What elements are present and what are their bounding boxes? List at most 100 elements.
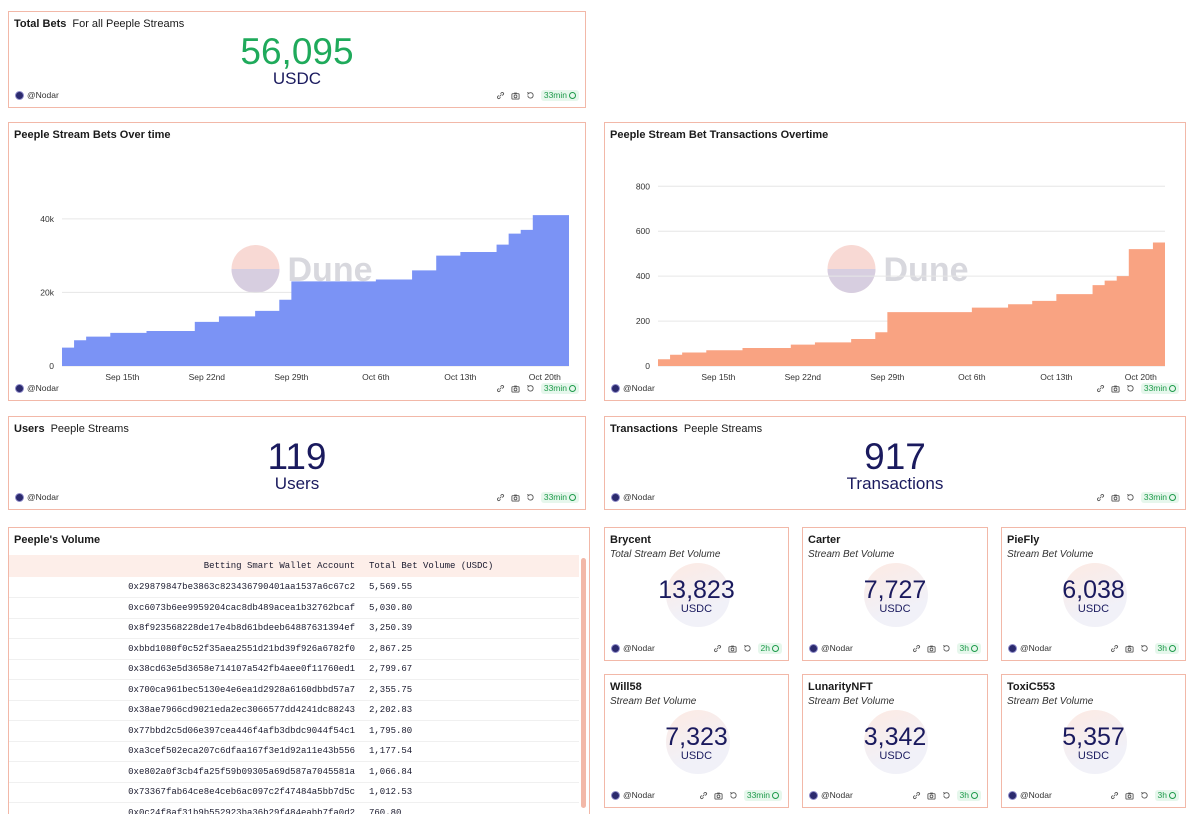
freshness-badge: 33min	[540, 90, 579, 101]
link-icon[interactable]	[1110, 644, 1120, 654]
streamer-value: 6,038	[1062, 576, 1125, 604]
wallet-cell: 0x38ae7966cd9021eda2ec3066577dd4241dc882…	[9, 700, 369, 721]
refresh-icon[interactable]	[526, 384, 536, 394]
link-icon[interactable]	[713, 644, 723, 654]
avatar	[1008, 790, 1017, 800]
camera-icon[interactable]	[927, 644, 937, 654]
author[interactable]: @Nodar	[15, 383, 59, 393]
table-row[interactable]: 0x0c24f8af31b9b552923ba36b29f484eabb7fa0…	[9, 802, 579, 814]
refresh-icon[interactable]	[1140, 644, 1150, 654]
author[interactable]: @Nodar	[611, 492, 655, 502]
counter-circle	[1062, 710, 1127, 774]
author[interactable]: @Nodar	[1008, 790, 1052, 800]
svg-text:Dune: Dune	[884, 251, 969, 289]
author[interactable]: @Nodar	[809, 790, 853, 800]
author[interactable]: @Nodar	[15, 492, 59, 502]
table-row[interactable]: 0x38ae7966cd9021eda2ec3066577dd4241dc882…	[9, 700, 579, 721]
author[interactable]: @Nodar	[611, 790, 655, 800]
camera-icon[interactable]	[511, 91, 521, 101]
camera-icon[interactable]	[728, 644, 738, 654]
table-row[interactable]: 0x38cd63e5d3658e714107a542fb4aee0f11760e…	[9, 659, 579, 680]
link-icon[interactable]	[912, 644, 922, 654]
x-tick-label: Oct 20th	[1125, 372, 1157, 382]
table-row[interactable]: 0xc6073b6ee9959204cac8db489acea1b32762bc…	[9, 597, 579, 619]
x-tick-label: Sep 15th	[701, 372, 735, 382]
volume-cell: 1,795.80	[369, 720, 579, 742]
table-row[interactable]: 0x77bbd2c5d06e397cea446f4afb3dbdc9044f54…	[9, 720, 579, 742]
avatar	[15, 383, 24, 393]
author[interactable]: @Nodar	[1008, 643, 1052, 653]
author[interactable]: @Nodar	[611, 643, 655, 653]
volume-cell: 5,030.80	[369, 597, 579, 619]
check-icon	[772, 645, 779, 652]
table-scrollbar[interactable]	[581, 558, 586, 808]
volume-cell: 3,250.39	[369, 618, 579, 639]
refresh-icon[interactable]	[1126, 493, 1136, 503]
check-icon	[569, 494, 576, 501]
users-counter: 119 Users	[9, 438, 585, 494]
table-row[interactable]: 0x700ca961bec5130e4e6ea1d2928a6160dbbd57…	[9, 679, 579, 701]
author[interactable]: @Nodar	[611, 383, 655, 393]
streamer-name: LunarityNFT	[808, 681, 873, 693]
panel-toolbar: 3h	[1110, 790, 1179, 801]
refresh-icon[interactable]	[526, 493, 536, 503]
link-icon[interactable]	[496, 384, 506, 394]
avatar	[611, 790, 620, 800]
camera-icon[interactable]	[714, 791, 724, 801]
author[interactable]: @Nodar	[15, 90, 59, 100]
column-header[interactable]: Betting Smart Wallet Account	[9, 555, 369, 577]
streamer-card: ToxiC553 Stream Bet Volume 5,357 USDC @N…	[1001, 674, 1186, 808]
streamer-counter: 7,727 USDC	[803, 578, 987, 616]
volume-cell: 2,355.75	[369, 679, 579, 701]
camera-icon[interactable]	[511, 384, 521, 394]
camera-icon[interactable]	[1111, 493, 1121, 503]
y-tick-label: 0	[645, 361, 650, 371]
link-icon[interactable]	[1096, 493, 1106, 503]
link-icon[interactable]	[912, 791, 922, 801]
column-header[interactable]: Total Bet Volume (USDC)	[369, 555, 579, 577]
bets-area-chart: Dune 0 20k 40k Sep 15th Sep 22nd Sep 29th Oct 6…	[40, 160, 569, 382]
table-row[interactable]: 0x73367fab64ce8e4ceb6ac097c2f47484a5bb7d…	[9, 782, 579, 803]
link-icon[interactable]	[496, 91, 506, 101]
streamer-counter: 5,357 USDC	[1002, 725, 1185, 763]
avatar	[611, 643, 620, 653]
volume-cell: 2,799.67	[369, 659, 579, 680]
camera-icon[interactable]	[511, 493, 521, 503]
table-row[interactable]: 0x8f923568228de17e4b8d61bdeeb64887631394…	[9, 618, 579, 639]
avatar	[611, 383, 620, 393]
refresh-icon[interactable]	[1126, 384, 1136, 394]
link-icon[interactable]	[1096, 384, 1106, 394]
refresh-icon[interactable]	[526, 91, 536, 101]
y-tick-label: 40k	[40, 214, 54, 224]
refresh-icon[interactable]	[942, 791, 952, 801]
wallet-cell: 0x29879847be3863c823436790401aa1537a6c67…	[9, 577, 369, 598]
table-row[interactable]: 0xa3cef502eca207c6dfaa167f3e1d92a11e43b5…	[9, 741, 579, 762]
refresh-icon[interactable]	[743, 644, 753, 654]
link-icon[interactable]	[496, 493, 506, 503]
camera-icon[interactable]	[1125, 644, 1135, 654]
refresh-icon[interactable]	[1140, 791, 1150, 801]
camera-icon[interactable]	[1111, 384, 1121, 394]
refresh-icon[interactable]	[729, 791, 739, 801]
streamer-value: 3,342	[863, 723, 927, 751]
wallet-cell: 0x8f923568228de17e4b8d61bdeeb64887631394…	[9, 618, 369, 639]
camera-icon[interactable]	[1125, 791, 1135, 801]
streamer-unit: USDC	[680, 603, 713, 615]
camera-icon[interactable]	[927, 791, 937, 801]
panel-title: Peeple's Volume	[14, 534, 101, 546]
table-row[interactable]: 0xbbd1080f0c52f35aea2551d21bd39f926a6782…	[9, 638, 579, 660]
refresh-icon[interactable]	[942, 644, 952, 654]
panel-title: Peeple Stream Bets Over time	[14, 129, 171, 141]
link-icon[interactable]	[1110, 791, 1120, 801]
counter-circle	[665, 563, 730, 627]
check-icon	[772, 792, 779, 799]
link-icon[interactable]	[699, 791, 709, 801]
table-row[interactable]: 0xe802a0f3cb4fa25f59b09305a69d587a704558…	[9, 761, 579, 783]
volume-cell: 5,569.55	[369, 577, 579, 598]
table-row[interactable]: 0x29879847be3863c823436790401aa1537a6c67…	[9, 577, 579, 598]
x-tick-label: Sep 22nd	[189, 372, 226, 382]
author[interactable]: @Nodar	[809, 643, 853, 653]
streamer-card: Brycent Total Stream Bet Volume 13,823 U…	[604, 527, 789, 661]
dune-watermark: Dune	[827, 245, 969, 293]
streamer-unit: USDC	[879, 603, 911, 615]
